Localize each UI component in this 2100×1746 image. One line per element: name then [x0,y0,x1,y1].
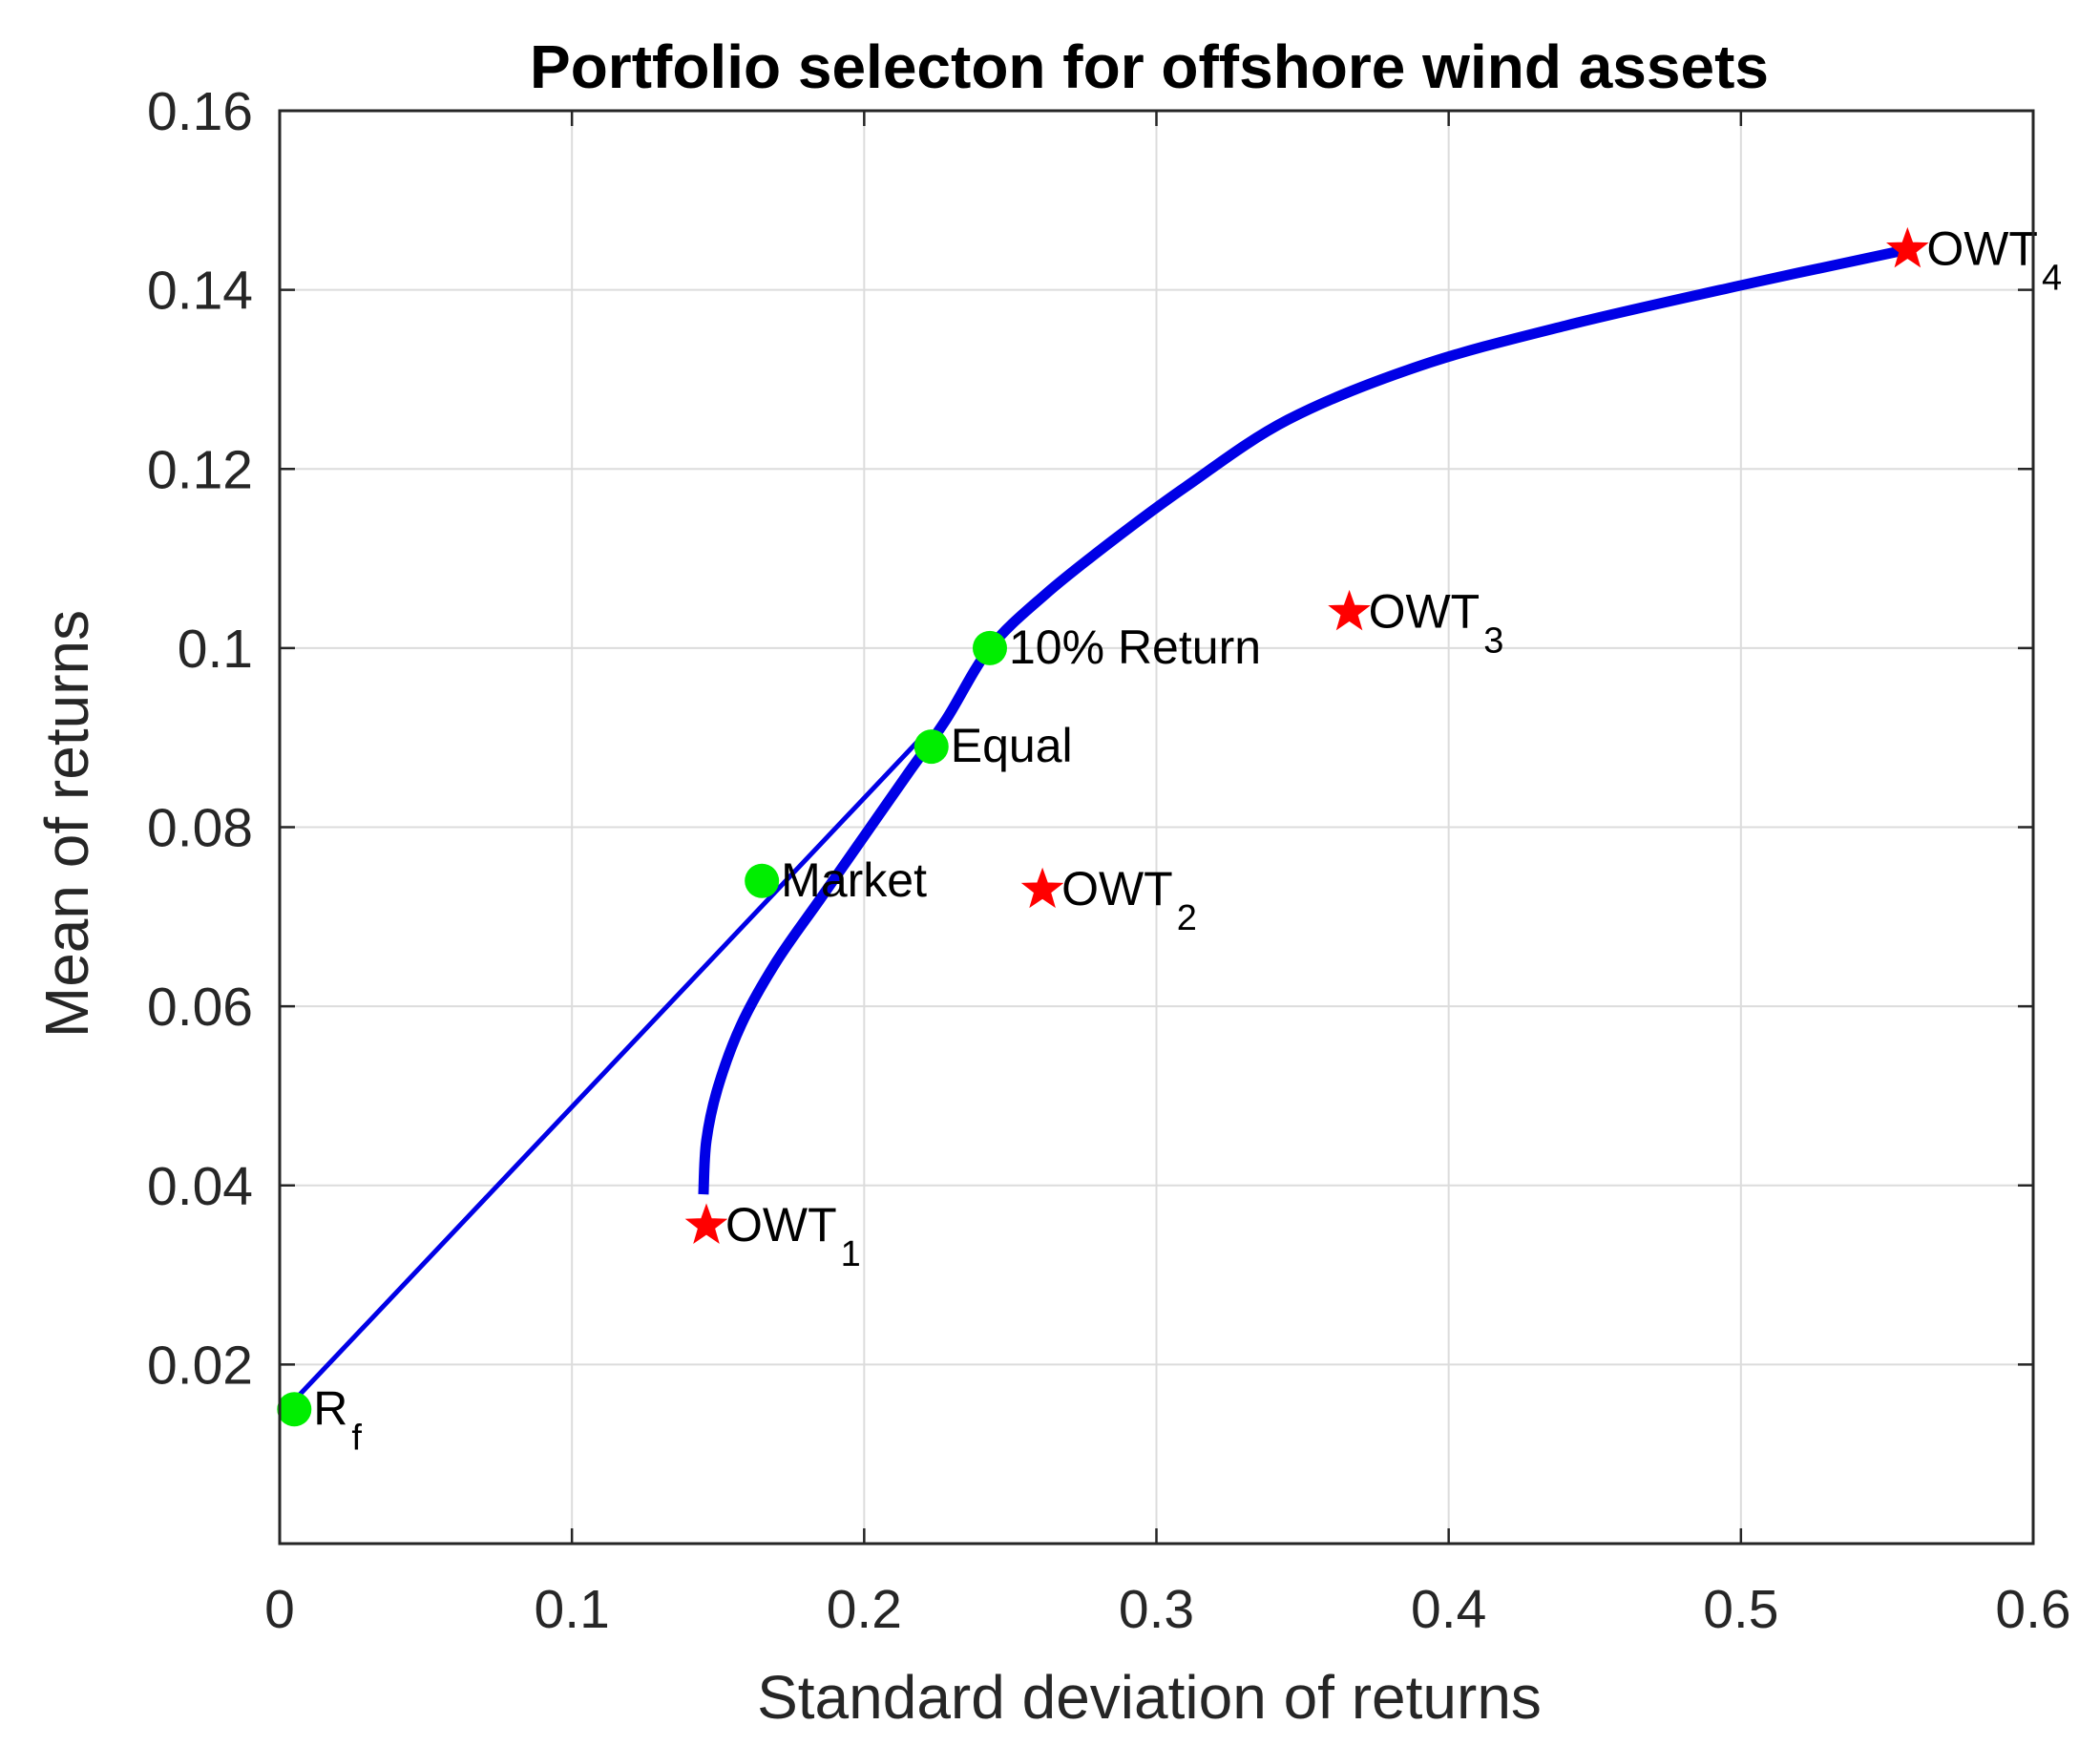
asset-star-marker [684,1203,728,1244]
y-tick-label: 0.1 [178,619,253,680]
markers: Rf Market Equal 10% Return OWT1 OWT2 OWT3 OWT4 [277,221,2062,1458]
portfolio-marker [277,1392,312,1427]
asset-label: OWT3 [1369,584,1504,661]
y-tick-label: 0.16 [147,81,253,142]
asset-label: OWT1 [725,1198,861,1274]
x-tick-label: 0.5 [1703,1579,1778,1640]
capital-market-line [292,731,928,1402]
portfolio-marker [745,863,780,898]
efficient-frontier-line [698,244,1909,1195]
x-tick-label: 0.4 [1411,1579,1486,1640]
portfolio-label: Market [781,853,927,907]
y-tick-label: 0.08 [147,798,253,859]
plot-border [278,109,2035,1546]
asset-star-marker [1020,867,1064,909]
y-tick-label: 0.12 [147,439,253,500]
portfolio-label: Rf [313,1381,362,1458]
asset-star-marker [1328,589,1371,631]
x-tick-label: 0.2 [827,1579,902,1640]
portfolio-marker [914,729,949,765]
y-axis-label: Mean of returns [32,610,101,1038]
plot-frame [278,109,2035,1546]
x-tick-label: 0.6 [1995,1579,2070,1640]
portfolio-marker [972,630,1007,665]
x-axis-label: Standard deviation of returns [757,1663,1542,1732]
grid-lines [280,111,2033,1544]
portfolio-label: 10% Return [1009,621,1261,674]
x-tick-label: 0.3 [1119,1579,1194,1640]
y-tick-label: 0.04 [147,1156,253,1217]
series [292,244,1909,1402]
x-tick-label: 0 [264,1579,295,1640]
y-tick-label: 0.02 [147,1335,253,1396]
asset-label: OWT2 [1061,862,1197,938]
y-tick-label: 0.06 [147,977,253,1038]
axes: 0 0.1 0.2 0.3 0.4 0.5 0.6 0.02 0.04 0.06 0.08 0.1 0.… [147,81,2071,1640]
chart-title: Portfolio selecton for offshore wind ass… [530,32,1769,101]
x-tick-label: 0.1 [535,1579,610,1640]
asset-star-marker [1886,226,1929,268]
y-tick-label: 0.14 [147,261,253,322]
portfolio-label: Equal [951,719,1073,772]
asset-label: OWT4 [1926,221,2062,298]
